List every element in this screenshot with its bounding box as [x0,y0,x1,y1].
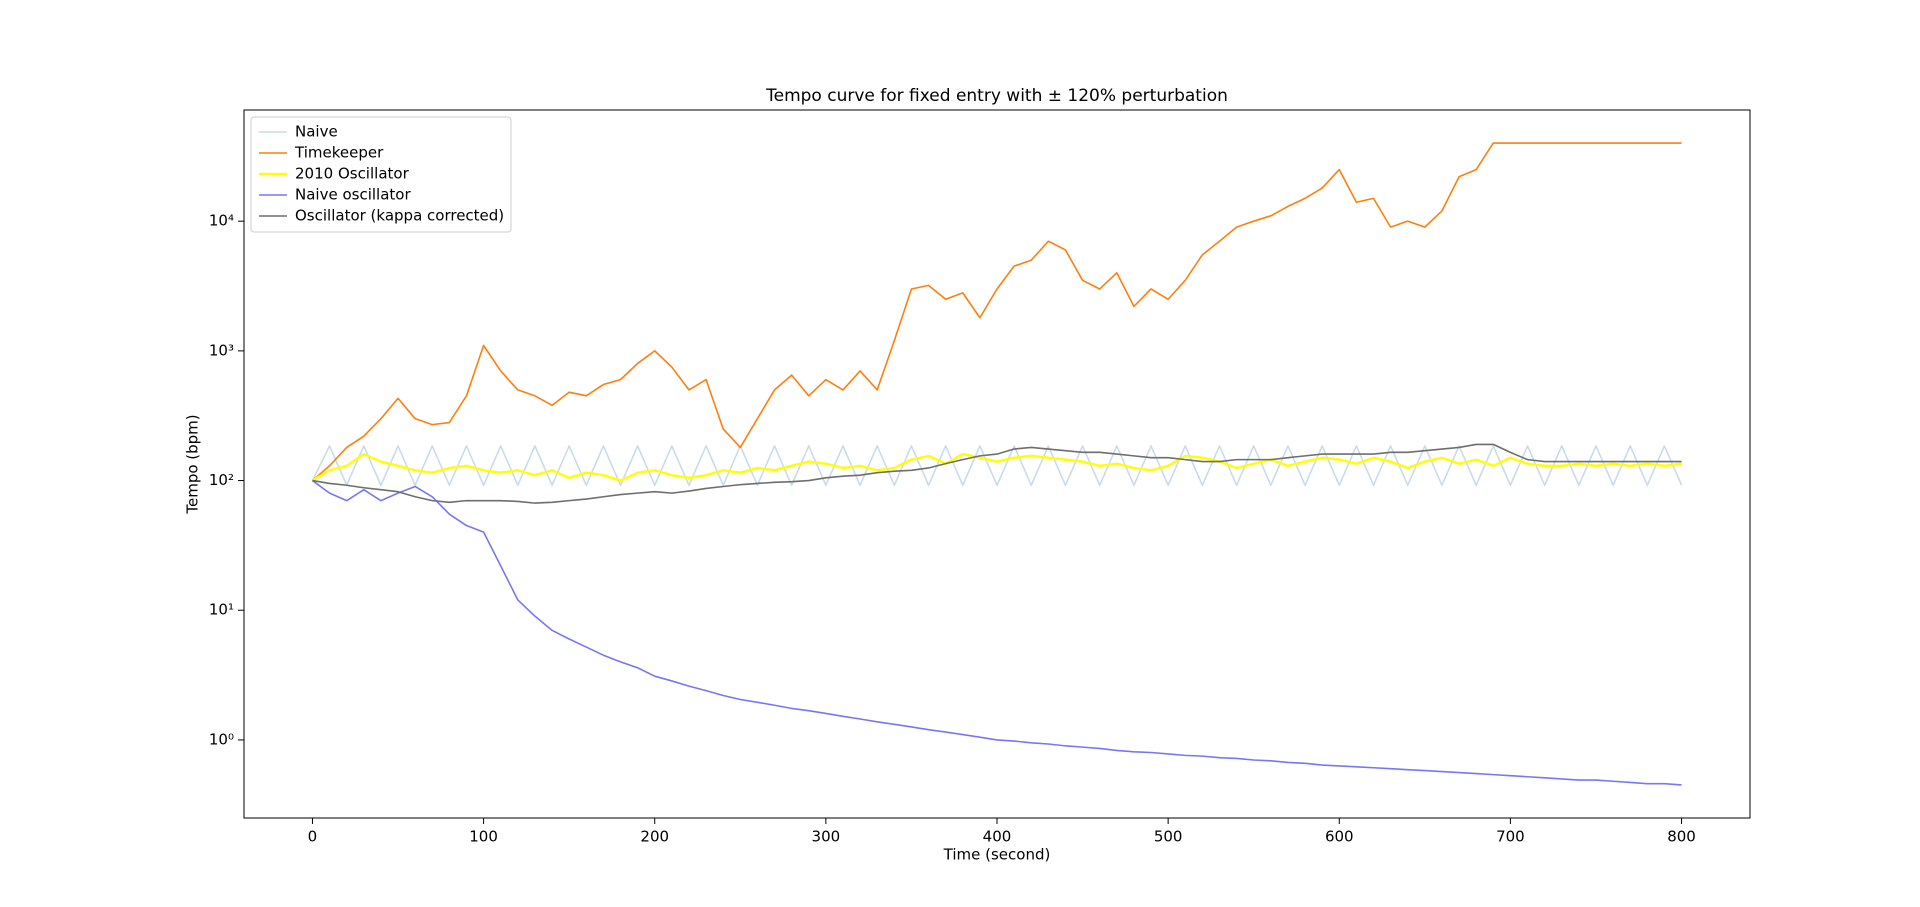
plot-frame [243,109,1751,819]
legend-box [250,116,512,233]
legend-label: Naive [295,123,338,141]
x-tick-label: 100 [469,828,498,846]
x-tick-label: 300 [812,828,841,846]
legend-label: Naive oscillator [295,186,411,204]
plot-lines [311,142,1683,786]
y-tick-label: 10¹ [209,601,234,619]
x-tick-label: 200 [640,828,669,846]
y-tick-label: 10³ [209,341,234,359]
x-axis-label: Time (second) [943,846,1051,864]
y-axis-label: Tempo (bpm) [184,414,202,514]
legend-label: 2010 Oscillator [295,165,410,183]
x-tick-label: 0 [308,828,318,846]
y-tick-label: 10⁰ [209,730,234,748]
legend-label: Timekeeper [294,144,384,162]
series-line [311,445,1683,487]
series-line [311,479,1682,786]
x-tick-label: 400 [983,828,1012,846]
series-line [311,142,1682,482]
y-tick-label: 10⁴ [209,212,234,230]
y-tick-label: 10² [209,471,234,489]
x-tick-label: 500 [1154,828,1183,846]
legend-label: Oscillator (kappa corrected) [295,207,504,225]
x-tick-label: 700 [1496,828,1525,846]
x-tick-label: 800 [1667,828,1696,846]
chart-title: Tempo curve for fixed entry with ± 120% … [765,86,1228,106]
series-line [311,452,1682,482]
x-tick-label: 600 [1325,828,1354,846]
series-line [312,443,1682,504]
